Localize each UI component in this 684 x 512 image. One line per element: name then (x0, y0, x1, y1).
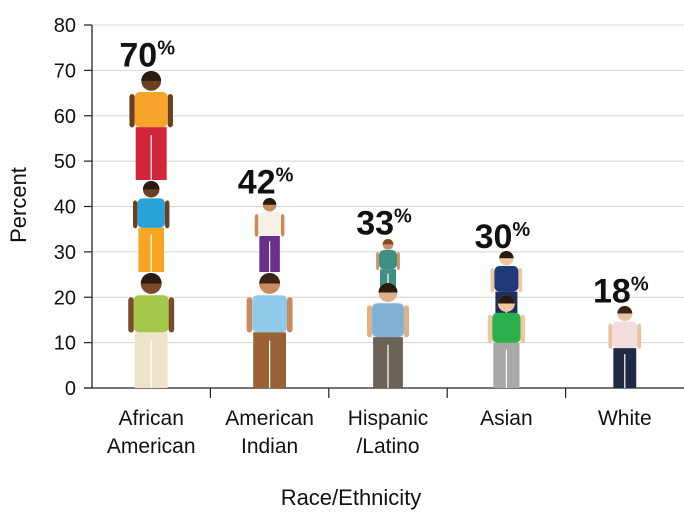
y-tick-label: 80 (54, 15, 76, 37)
x-category-labels: African American American Indian Hispanic/La… (107, 407, 652, 458)
x-category-label: Asian (480, 407, 533, 430)
value-label: 42% (238, 163, 294, 201)
person-pictogram (132, 181, 170, 272)
y-tick-labels: 0 10 20 30 40 50 60 70 80 (54, 15, 76, 400)
pictogram-bar (487, 251, 526, 388)
x-category-label: African American (107, 407, 196, 458)
person-pictogram (254, 198, 285, 272)
value-label: 33% (356, 204, 412, 242)
value-label: 70% (119, 36, 175, 74)
x-axis-title: Race/Ethnicity (281, 485, 422, 510)
pictogram-bar (367, 239, 409, 388)
y-tick-label: 20 (54, 287, 76, 309)
pictogram-bar (608, 306, 642, 388)
person-pictogram (129, 71, 173, 180)
x-category-label: White (598, 407, 652, 430)
x-category-label: American Indian (225, 407, 314, 458)
person-pictogram (487, 295, 526, 388)
person-pictogram (367, 283, 409, 388)
y-tick-label: 30 (54, 242, 76, 264)
y-tick-label: 50 (54, 151, 76, 173)
pictogram-bars (128, 71, 642, 388)
y-tick-label: 60 (54, 106, 76, 128)
y-axis-title: Percent (6, 167, 31, 243)
person-pictogram (128, 273, 175, 388)
y-tick-label: 70 (54, 60, 76, 82)
y-tick-label: 10 (54, 333, 76, 355)
value-label: 18% (593, 272, 649, 310)
pictogram-bar (246, 198, 293, 388)
x-category-label: Hispanic/Latino (348, 407, 429, 458)
value-label: 30% (475, 218, 531, 256)
y-tick-label: 0 (65, 378, 76, 400)
pictogram-bar (128, 71, 175, 388)
person-pictogram (608, 306, 642, 388)
y-tick-label: 40 (54, 197, 76, 219)
value-labels: 70% 42% 33% 30% 18% (119, 36, 648, 310)
person-pictogram (246, 273, 293, 388)
